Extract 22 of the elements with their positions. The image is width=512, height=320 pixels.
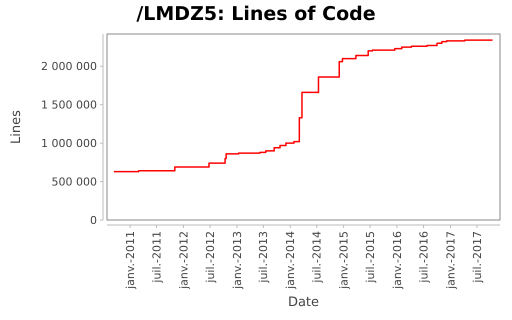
y-tick-label: 1 000 000 (41, 136, 97, 150)
y-axis-title: Lines (9, 110, 24, 144)
x-tick-label: janv.-2013 (230, 231, 244, 290)
x-tick-label: juil.-2017 (470, 231, 484, 284)
x-tick-label: janv.-2015 (337, 231, 350, 290)
x-axis-title: Date (288, 295, 320, 310)
x-tick-label: janv.-2014 (284, 231, 298, 290)
y-tick-label: 500 000 (52, 175, 97, 188)
y-tick-label: 0 (90, 214, 97, 227)
x-tick-label: juil.-2014 (310, 231, 324, 284)
x-tick-label: janv.-2017 (444, 231, 458, 290)
y-tick-label: 2 000 000 (41, 60, 97, 74)
chart-title: /LMDZ5: Lines of Code (136, 3, 376, 25)
x-tick-label: janv.-2011 (124, 231, 137, 290)
x-tick-label: juil.-2016 (417, 231, 430, 284)
x-tick-label: janv.-2012 (177, 231, 190, 290)
x-tick-label: juil.-2013 (257, 231, 270, 284)
x-tick-label: juil.-2012 (204, 231, 217, 284)
x-tick-label: juil.-2011 (150, 231, 164, 284)
y-tick-label: 1 500 000 (41, 98, 97, 112)
x-tick-label: janv.-2016 (390, 231, 404, 290)
x-tick-label: juil.-2015 (364, 231, 377, 284)
